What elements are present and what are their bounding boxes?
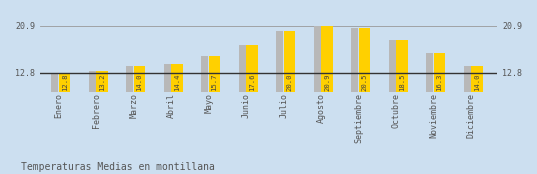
Bar bbox=[464, 66, 470, 92]
Bar bbox=[351, 28, 358, 92]
Text: 14.0: 14.0 bbox=[474, 74, 480, 91]
Bar bbox=[239, 45, 245, 92]
Text: 18.5: 18.5 bbox=[399, 74, 405, 91]
Bar bbox=[284, 31, 295, 92]
Text: 20.5: 20.5 bbox=[361, 74, 367, 91]
Bar bbox=[246, 45, 258, 92]
Bar bbox=[434, 53, 445, 92]
Bar bbox=[321, 26, 332, 92]
Bar bbox=[359, 28, 370, 92]
Bar bbox=[164, 64, 171, 92]
Text: 20.0: 20.0 bbox=[287, 74, 293, 91]
Text: 20.9: 20.9 bbox=[324, 74, 330, 91]
Text: 16.3: 16.3 bbox=[437, 74, 442, 91]
Bar bbox=[314, 26, 321, 92]
Text: 15.7: 15.7 bbox=[212, 74, 217, 91]
Text: 14.0: 14.0 bbox=[136, 74, 142, 91]
Bar bbox=[471, 66, 483, 92]
Bar bbox=[59, 73, 70, 92]
Bar bbox=[389, 40, 396, 92]
Bar bbox=[426, 53, 433, 92]
Bar bbox=[396, 40, 408, 92]
Bar bbox=[209, 56, 220, 92]
Bar bbox=[89, 70, 96, 92]
Bar bbox=[52, 73, 58, 92]
Bar bbox=[134, 66, 145, 92]
Text: 14.4: 14.4 bbox=[174, 74, 180, 91]
Text: 17.6: 17.6 bbox=[249, 74, 255, 91]
Text: 12.8: 12.8 bbox=[62, 74, 68, 91]
Bar bbox=[171, 64, 183, 92]
Bar bbox=[97, 70, 108, 92]
Bar bbox=[201, 56, 208, 92]
Text: 13.2: 13.2 bbox=[99, 74, 105, 91]
Bar bbox=[277, 31, 283, 92]
Text: Temperaturas Medias en montillana: Temperaturas Medias en montillana bbox=[21, 162, 215, 172]
Bar bbox=[126, 66, 133, 92]
